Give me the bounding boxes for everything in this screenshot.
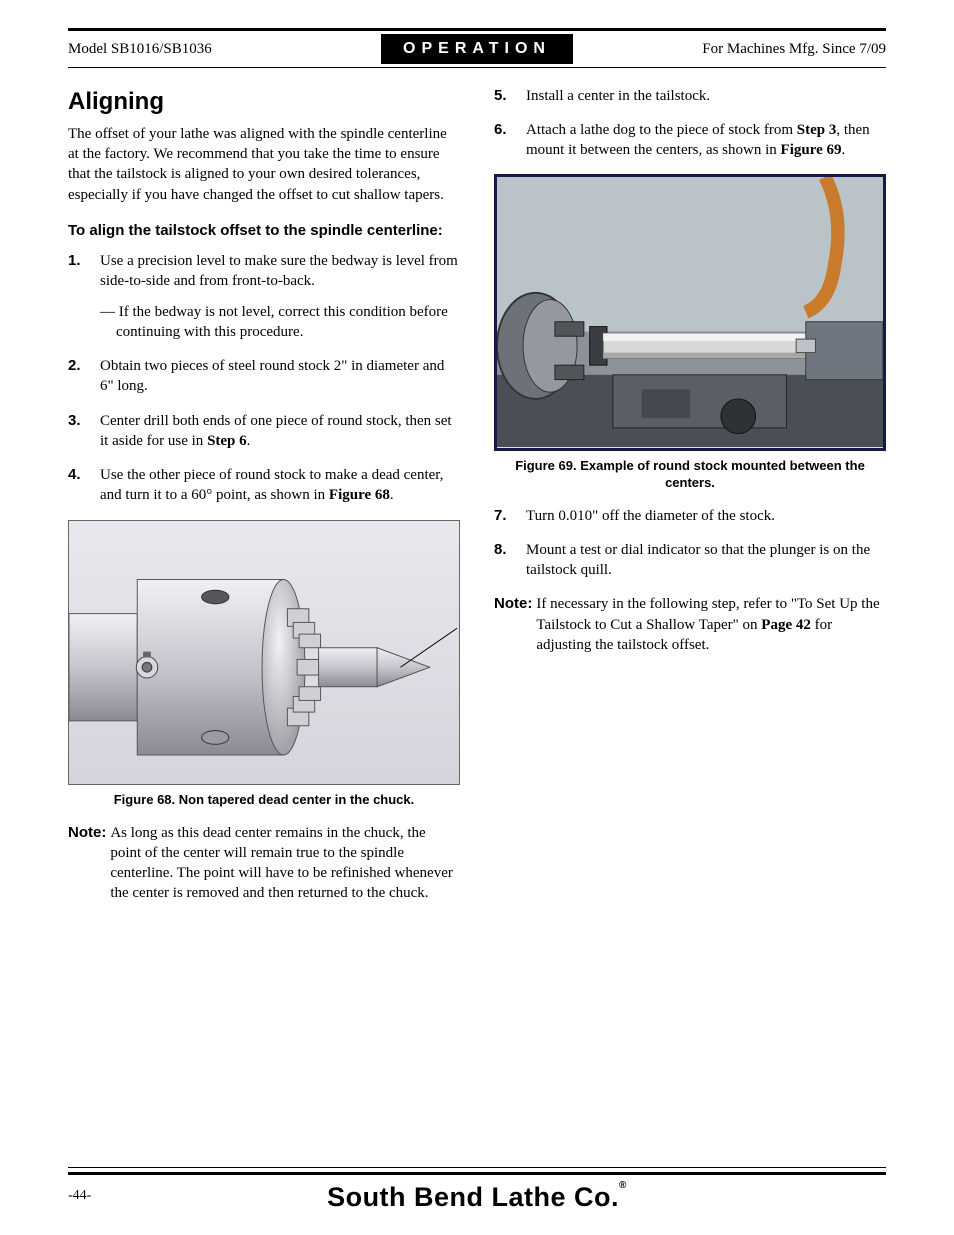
note-label: Note: (494, 594, 532, 655)
right-column: 5. Install a center in the tailstock. 6.… (494, 86, 886, 904)
step-body: Turn 0.010" off the diameter of the stoc… (526, 506, 886, 526)
step-body: Use a precision level to make sure the b… (100, 251, 460, 342)
section-title: Aligning (68, 86, 460, 118)
figure-68-caption: Figure 68. Non tapered dead center in th… (68, 791, 460, 809)
step-number: 2. (68, 356, 100, 397)
step-number: 6. (494, 120, 526, 161)
page-footer: -44- South Bend Lathe Co.® (68, 1167, 886, 1215)
figure-68-illustration (68, 520, 460, 785)
note-right: Note: If necessary in the following step… (494, 594, 886, 655)
step-6: 6. Attach a lathe dog to the piece of st… (494, 120, 886, 161)
step-1: 1. Use a precision level to make sure th… (68, 251, 460, 342)
step-number: 8. (494, 540, 526, 581)
figure-68: Figure 68. Non tapered dead center in th… (68, 520, 460, 809)
step-2: 2. Obtain two pieces of steel round stoc… (68, 356, 460, 397)
step-number: 1. (68, 251, 100, 342)
note-left: Note: As long as this dead center remain… (68, 823, 460, 904)
procedure-subhead: To align the tailstock offset to the spi… (68, 221, 460, 241)
step-number: 4. (68, 465, 100, 506)
header-model: Model SB1016/SB1036 (68, 39, 381, 59)
content-columns: Aligning The offset of your lathe was al… (68, 86, 886, 904)
step-4: 4. Use the other piece of round stock to… (68, 465, 460, 506)
step-number: 3. (68, 411, 100, 452)
step-body: Use the other piece of round stock to ma… (100, 465, 460, 506)
figure-69-photo (494, 174, 886, 450)
step-8: 8. Mount a test or dial indicator so tha… (494, 540, 886, 581)
note-body: If necessary in the following step, refe… (536, 594, 886, 655)
intro-paragraph: The offset of your lathe was aligned wit… (68, 124, 460, 205)
step-number: 5. (494, 86, 526, 106)
step-body: Center drill both ends of one piece of r… (100, 411, 460, 452)
header-date: For Machines Mfg. Since 7/09 (573, 39, 886, 59)
step-5: 5. Install a center in the tailstock. (494, 86, 886, 106)
figure-69-caption: Figure 69. Example of round stock mounte… (494, 457, 886, 492)
header-section: OPERATION (381, 34, 573, 64)
steps-right-a: 5. Install a center in the tailstock. 6.… (494, 86, 886, 161)
steps-right-b: 7. Turn 0.010" off the diameter of the s… (494, 506, 886, 581)
figure-69: Figure 69. Example of round stock mounte… (494, 174, 886, 491)
step-3: 3. Center drill both ends of one piece o… (68, 411, 460, 452)
note-body: As long as this dead center remains in t… (110, 823, 460, 904)
step-body: Obtain two pieces of steel round stock 2… (100, 356, 460, 397)
left-column: Aligning The offset of your lathe was al… (68, 86, 460, 904)
step-number: 7. (494, 506, 526, 526)
step-1-sub: — If the bedway is not level, correct th… (100, 302, 460, 343)
step-body: Mount a test or dial indicator so that t… (526, 540, 886, 581)
steps-left: 1. Use a precision level to make sure th… (68, 251, 460, 506)
step-body: Install a center in the tailstock. (526, 86, 886, 106)
brand-logo: South Bend Lathe Co.® (128, 1179, 826, 1215)
page-number: -44- (68, 1187, 128, 1206)
page-header: Model SB1016/SB1036 OPERATION For Machin… (68, 28, 886, 68)
note-label: Note: (68, 823, 106, 904)
step-body: Attach a lathe dog to the piece of stock… (526, 120, 886, 161)
step-7: 7. Turn 0.010" off the diameter of the s… (494, 506, 886, 526)
